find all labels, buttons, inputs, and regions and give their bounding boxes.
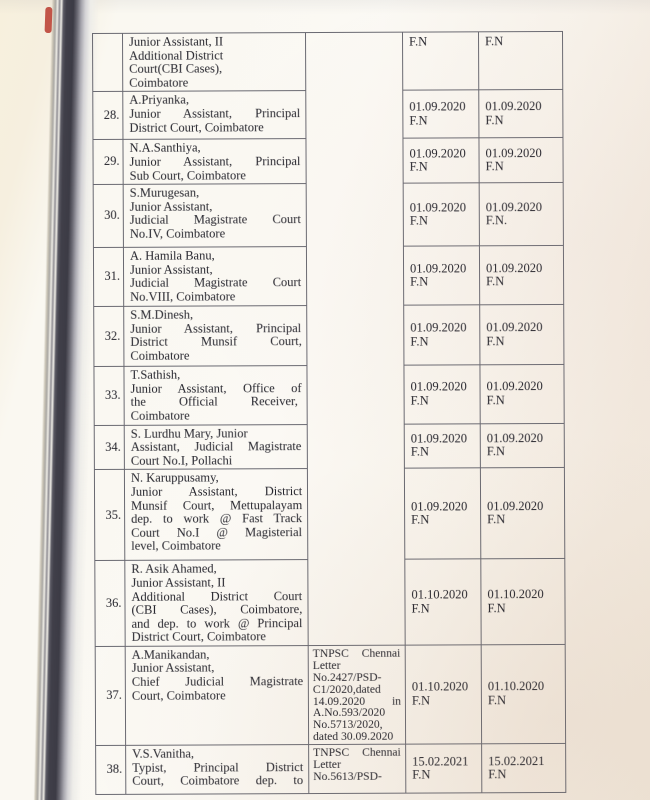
name-cell: V.S.Vanitha, Typist, Principal District Co… (125, 744, 309, 795)
date-cell-2: 01.10.2020 F.N (481, 644, 566, 744)
date-cell-2: F.N (478, 31, 563, 91)
date-cell-2: 01.09.2020 F.N (478, 89, 563, 139)
name-cell: N.A.Santhiya, Junior Assistant, Principal… (122, 138, 307, 185)
date-cell-1: 01.09.2020 F.N (402, 138, 480, 184)
table-row: Junior Assistant, II Additional District C… (92, 31, 563, 646)
date-cell-1: 01.09.2020 F.N (404, 468, 481, 560)
date-cell-2: 01.09.2020 F.N (480, 422, 565, 469)
date-cell-1: 01.09.2020 F.N (403, 364, 481, 424)
table-row: 37. A.Manikandan, Junior Assistant, Chief … (95, 644, 566, 746)
serial-cell: 35. (94, 469, 125, 561)
name-cell: A. Hamila Banu, Junior Assistant, Judicial… (123, 246, 307, 307)
serial-cell: 31. (93, 247, 124, 307)
serial-cell: 36. (94, 560, 126, 647)
date-cell-1: 01.10.2020 F.N (405, 644, 482, 745)
appointments-table: Junior Assistant, II Additional District C… (92, 31, 566, 795)
date-cell-2: 15.02.2021 F.N (481, 743, 566, 793)
red-pen-mark (44, 6, 53, 34)
name-cell: S.M.Dinesh, Junior Assistant, Principal Di… (123, 305, 307, 367)
name-cell: A.Priyanka, Junior Assistant, Principal Di… (122, 90, 306, 140)
serial-cell: 29. (92, 139, 124, 185)
tnpsc-letter-cell: TNPSC Chennai Letter No.2427/PSD- C1/2020,d… (308, 645, 406, 745)
tnpsc-letter-cell: TNPSC Chennai Letter No.5613/PSD- (308, 744, 406, 794)
serial-cell: 32. (93, 306, 124, 367)
serial-cell: 28. (92, 91, 123, 140)
name-cell: N. Karuppusamy, Junior Assistant, Distric… (124, 468, 308, 561)
name-cell: S.Murugesan, Junior Assistant, Judicial Ma… (123, 183, 307, 248)
name-cell: S. Lurdhu Mary, Junior Assistant, Judicia… (124, 424, 308, 470)
name-cell: R. Asik Ahamed, Junior Assistant, II Addit… (124, 559, 309, 647)
date-cell-2: 01.09.2020 F.N (478, 137, 564, 183)
serial-cell: 30. (93, 184, 124, 248)
date-cell-1: 01.09.2020 F.N (403, 304, 480, 366)
page-binding-shadow (32, 0, 100, 800)
name-cell: Junior Assistant, II Additional District C… (122, 32, 306, 92)
date-cell-1: 01.09.2020 F.N (404, 423, 481, 469)
date-cell-1: 01.09.2020 F.N (403, 245, 480, 306)
name-cell: T.Sathish, Junior Assistant, Office of the… (123, 365, 308, 425)
serial-cell: 37. (95, 646, 126, 746)
date-cell-1: 01.09.2020 F.N (402, 90, 479, 139)
letter-column-empty-cell (305, 32, 406, 646)
serial-cell: 34. (94, 424, 125, 470)
date-cell-2: 01.09.2020 F.N (480, 467, 565, 560)
date-cell-1: 01.10.2020 F.N (404, 559, 482, 646)
name-cell: A.Manikandan, Junior Assistant, Chief Judi… (125, 645, 309, 746)
date-cell-2: 01.09.2020 F.N (479, 304, 564, 365)
date-cell-2: 01.09.2020 F.N (479, 364, 565, 424)
date-cell-1: F.N (402, 31, 479, 91)
date-cell-1: 01.09.2020 F.N (403, 182, 480, 247)
date-cell-2: 01.09.2020 F.N. (479, 182, 564, 246)
date-cell-2: 01.10.2020 F.N (480, 558, 566, 645)
date-cell-2: 01.09.2020 F.N (479, 245, 564, 305)
date-cell-1: 15.02.2021 F.N (405, 743, 482, 794)
serial-cell (92, 33, 123, 92)
serial-cell: 33. (93, 366, 125, 426)
serial-cell: 38. (95, 745, 126, 795)
table-row: 38. V.S.Vanitha, Typist, Principal Distri… (95, 743, 566, 795)
